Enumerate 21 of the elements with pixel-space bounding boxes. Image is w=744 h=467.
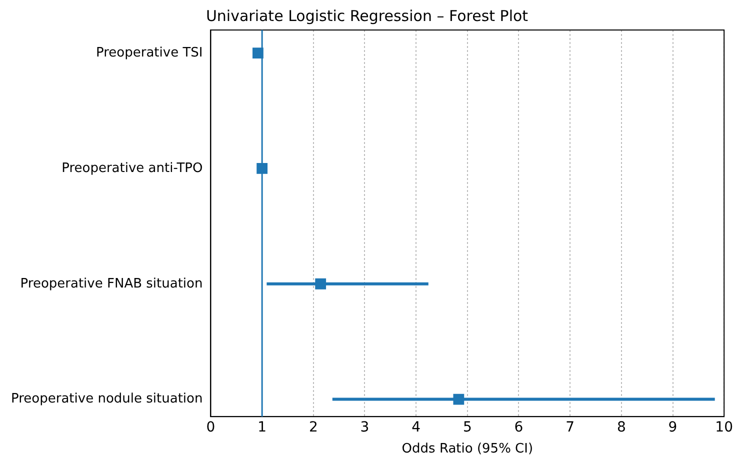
x-tick-label: 6 xyxy=(514,420,524,436)
point xyxy=(453,394,464,405)
x-tick-label: 8 xyxy=(616,420,626,436)
x-tick-label: 7 xyxy=(566,420,575,436)
x-tick-label: 9 xyxy=(668,420,678,436)
point xyxy=(256,163,268,174)
point xyxy=(252,48,264,59)
x-axis-title: Odds Ratio (95% CI) xyxy=(402,442,534,457)
x-tick-label: 0 xyxy=(206,420,216,436)
y-tick-label: Preoperative TSI xyxy=(96,45,203,60)
x-tick-label: 4 xyxy=(412,420,421,436)
y-tick-label: Preoperative FNAB situation xyxy=(20,276,203,292)
x-tick-label: 10 xyxy=(715,420,734,436)
x-tick-label: 3 xyxy=(360,420,370,436)
y-tick-label: Preoperative anti-TPO xyxy=(62,160,203,176)
x-tick-label: 5 xyxy=(462,420,472,436)
y-tick-label: Preoperative nodule situation xyxy=(10,392,203,407)
point xyxy=(315,278,326,290)
x-tick-label: 1 xyxy=(258,420,267,436)
x-tick-label: 2 xyxy=(308,420,318,436)
chart-title: Univariate Logistic Regression – Forest Plot xyxy=(206,6,528,25)
